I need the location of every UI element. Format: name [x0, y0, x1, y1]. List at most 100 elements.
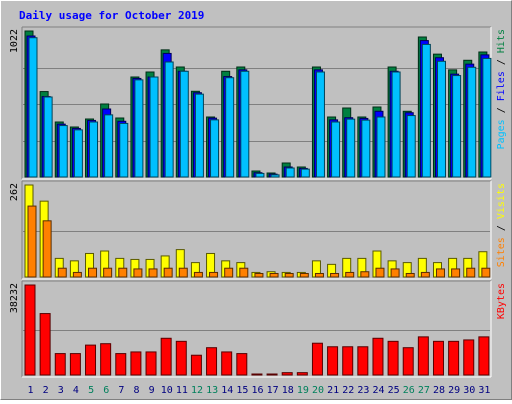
bar-kbytes-day-1	[24, 284, 36, 376]
bar-kbytes-day-25	[387, 340, 399, 376]
bar-pages-day-20	[315, 71, 325, 178]
x-tick-label: 5	[88, 385, 94, 396]
bar-sites-day-4	[72, 271, 82, 278]
bar-sites-day-24	[375, 267, 385, 278]
legend-entry: /	[496, 53, 507, 71]
bar-pages-day-13	[210, 119, 220, 178]
bar-sites-day-27	[420, 271, 430, 278]
bar-kbytes-day-23	[357, 346, 369, 376]
bar-pages-day-12	[194, 93, 204, 178]
bar-sites-day-18	[284, 272, 294, 278]
bar-sites-day-29	[451, 268, 461, 278]
bar-sites-day-10	[163, 267, 173, 278]
legend-entry: Visits	[496, 183, 507, 219]
x-tick-label: 1	[28, 385, 34, 396]
bar-kbytes-day-20	[311, 342, 323, 376]
x-tick-label: 4	[73, 385, 79, 396]
bar-pages-day-23	[361, 119, 371, 178]
x-tick-label: 13	[206, 385, 218, 396]
bar-sites-day-16	[254, 272, 264, 278]
x-axis: 1 2 3 4 5 6 7 8 9 10 11 12 13 14 15 16 17 18 19 20 21 22 23 24 2…	[28, 385, 491, 396]
x-tick-label: 18	[282, 385, 294, 396]
bar-sites-day-28	[435, 268, 445, 278]
bar-kbytes-day-30	[463, 339, 475, 376]
x-tick-label: 21	[327, 385, 339, 396]
y-max-label: 38232	[9, 283, 20, 313]
bar-pages-day-31	[482, 57, 492, 178]
x-tick-label: 11	[176, 385, 188, 396]
bar-kbytes-day-4	[69, 353, 81, 376]
bar-kbytes-day-21	[327, 346, 339, 376]
bar-kbytes-day-22	[342, 346, 354, 376]
bar-pages-day-28	[436, 60, 446, 178]
bar-kbytes-day-8	[130, 351, 142, 376]
bar-pages-day-26	[406, 115, 416, 178]
x-tick-label: 19	[297, 385, 309, 396]
x-tick-label: 7	[118, 385, 124, 396]
bar-pages-day-2	[43, 96, 53, 178]
y-max-label: 1022	[9, 29, 20, 53]
bar-pages-day-3	[58, 125, 68, 178]
x-tick-label: 3	[58, 385, 64, 396]
bar-kbytes-day-3	[54, 353, 66, 376]
bar-sites-day-14	[224, 267, 234, 278]
legend-entry: KBytes	[496, 283, 507, 319]
bar-pages-day-14	[225, 77, 235, 178]
bar-pages-day-19	[300, 168, 310, 178]
bar-sites-day-20	[314, 272, 324, 278]
bar-sites-day-26	[405, 272, 415, 278]
bar-sites-day-12	[193, 271, 203, 278]
bar-pages-day-10	[164, 61, 174, 178]
bar-kbytes-day-15	[236, 353, 248, 376]
legend: Sites / Visits	[496, 183, 507, 267]
legend-entry: Hits	[496, 29, 507, 53]
bar-kbytes-day-26	[402, 347, 414, 376]
bar-pages-day-7	[119, 122, 129, 178]
bar-pages-day-11	[179, 70, 189, 178]
bar-sites-day-8	[133, 268, 143, 278]
x-tick-label: 16	[251, 385, 263, 396]
bar-kbytes-day-16	[251, 373, 263, 376]
legend-entry: Files	[496, 71, 507, 101]
bar-pages-day-16	[255, 172, 265, 178]
legend-entry: Pages	[496, 119, 507, 149]
bar-pages-day-9	[149, 76, 159, 178]
x-tick-label: 22	[342, 385, 354, 396]
legend: KBytes	[496, 283, 507, 319]
bar-sites-day-7	[118, 267, 128, 278]
panel-hits-files-pages: 1022 Pages / Files / Hits	[9, 26, 507, 180]
bar-sites-day-5	[88, 267, 98, 278]
x-tick-label: 27	[418, 385, 430, 396]
bar-sites-day-13	[209, 271, 219, 278]
bar-kbytes-day-24	[372, 337, 384, 376]
x-tick-label: 6	[103, 385, 109, 396]
x-tick-label: 26	[403, 385, 415, 396]
bar-sites-day-25	[390, 268, 400, 278]
bar-pages-day-8	[134, 79, 144, 178]
bar-pages-day-6	[104, 114, 114, 178]
bar-sites-day-22	[345, 271, 355, 278]
legend: Pages / Files / Hits	[496, 29, 507, 149]
bar-kbytes-day-5	[85, 344, 97, 376]
bar-kbytes-day-19	[296, 372, 308, 376]
bar-kbytes-day-27	[417, 336, 429, 376]
bar-pages-day-1	[28, 37, 38, 178]
bar-kbytes-day-17	[266, 373, 278, 376]
bar-pages-day-17	[270, 174, 280, 178]
legend-entry: /	[496, 101, 507, 119]
bar-kbytes-day-31	[478, 336, 490, 376]
bar-sites-day-31	[481, 267, 491, 278]
x-tick-label: 30	[463, 385, 475, 396]
bar-pages-day-15	[240, 70, 250, 178]
x-tick-label: 23	[357, 385, 369, 396]
x-tick-label: 25	[388, 385, 400, 396]
bar-kbytes-day-28	[432, 340, 444, 376]
bar-sites-day-19	[299, 272, 309, 278]
bar-kbytes-day-11	[175, 340, 187, 376]
bar-sites-day-9	[148, 268, 158, 278]
x-tick-label: 2	[43, 385, 49, 396]
bar-pages-day-18	[285, 167, 295, 178]
x-tick-label: 31	[478, 385, 490, 396]
